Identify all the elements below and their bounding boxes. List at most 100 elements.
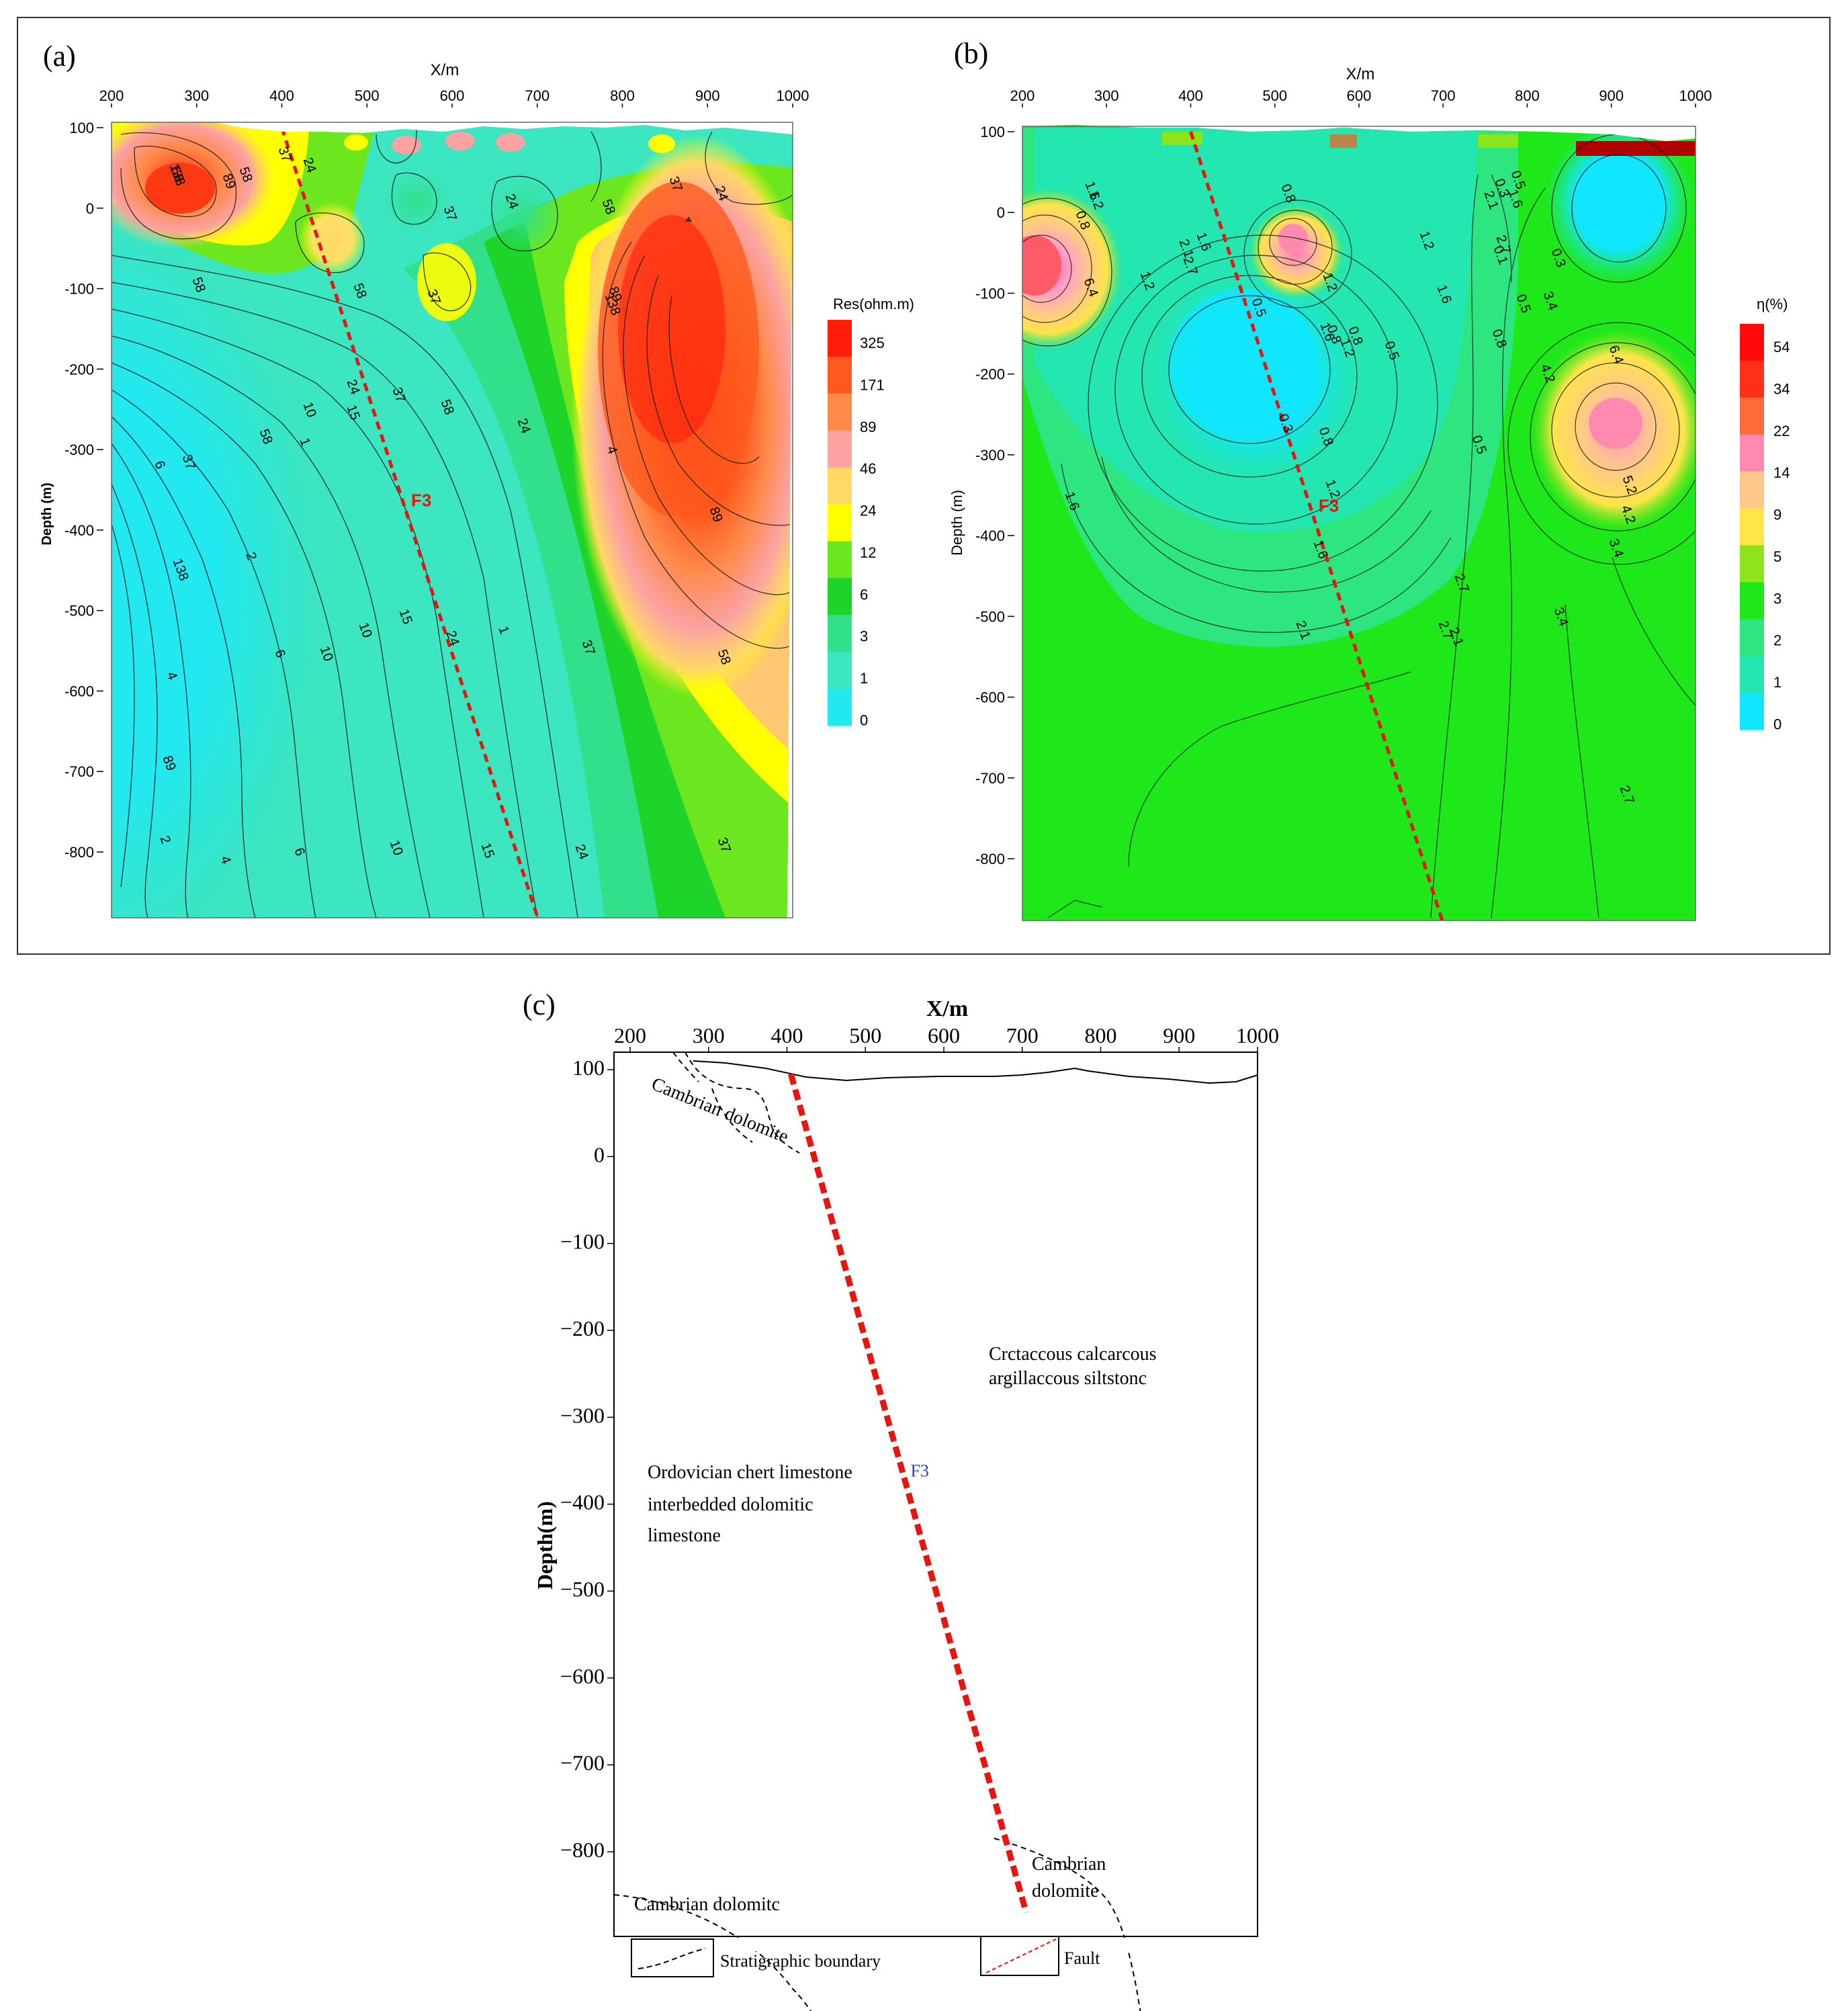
- ytick-label: -800: [64, 844, 94, 861]
- unit-cambrian-br-line1: Cambrian: [1032, 1854, 1106, 1875]
- colorbar-tick-label: 9: [1773, 507, 1781, 523]
- xtick-label: 1000: [777, 87, 809, 104]
- panel-c-xticks: 200 300 400 500 600 700 800 900 1000: [614, 1023, 1279, 1052]
- xtick-label: 500: [355, 87, 380, 104]
- unit-label-ordovician: Ordovician chert limestone interbedded d…: [648, 1462, 852, 1546]
- xtick-label: 1000: [1236, 1023, 1279, 1047]
- colorbar-tick-label: 1: [1773, 674, 1781, 691]
- ytick-label: 0: [997, 204, 1005, 221]
- xtick-label: 500: [1262, 87, 1287, 104]
- panel-a-yticks: 100 0 -100 -200 -300 -400 -500 -600 -700 -800: [64, 120, 103, 861]
- colorbar-swatch: [828, 615, 852, 652]
- panel-c-plot-border: [613, 1052, 1258, 1937]
- xtick-label: 700: [1431, 87, 1456, 104]
- colorbar-tick-label: 89: [860, 419, 876, 435]
- panel-b-colorbar-title: η(%): [1757, 296, 1788, 312]
- ytick-label: −600: [560, 1664, 605, 1688]
- colorbar-swatch: [828, 356, 852, 394]
- xtick-label: 300: [1094, 87, 1119, 104]
- unit-ordovician-line1: Ordovician chert limestone: [648, 1462, 852, 1483]
- ytick-label: -200: [975, 366, 1005, 383]
- legend-item-fault: Fault: [980, 1936, 1100, 1976]
- ytick-label: -700: [975, 770, 1005, 787]
- colorbar-tick-label: 24: [860, 503, 876, 519]
- colorbar-tick-label: 325: [860, 335, 885, 351]
- unit-cretaceous-line1: Crctaccous calcarcous: [989, 1344, 1157, 1365]
- ytick-label: -400: [64, 522, 94, 539]
- colorbar-swatch: [828, 393, 852, 431]
- ytick-label: −500: [560, 1577, 605, 1601]
- panel-a-label: (a): [43, 40, 76, 73]
- colorbar-tick-label: 54: [1773, 339, 1790, 355]
- unit-ordovician-line2: interbedded dolomitic: [648, 1494, 813, 1515]
- panel-b: (b) X/m 200 300 400 500 600 700 800 900 1000 100…: [949, 37, 1790, 921]
- colorbar-tick-label: 0: [1773, 716, 1781, 732]
- ytick-label: 100: [69, 120, 94, 136]
- panel-c-boundaries: [613, 1052, 1141, 2011]
- legend: Stratigraphic boundary Fault: [631, 1936, 1100, 1977]
- xtick-label: 900: [1599, 87, 1624, 104]
- xtick-label: 900: [695, 87, 720, 104]
- ytick-label: -100: [975, 285, 1005, 302]
- panel-a-plot-border: [111, 122, 793, 918]
- xtick-label: 800: [610, 87, 635, 104]
- colorbar-swatch: [828, 467, 852, 505]
- panel-c: (c) X/m 200 300 400 500 600 700 800 900 1000 100…: [523, 988, 1279, 2011]
- xtick-label: 500: [849, 1023, 881, 1047]
- colorbar-swatch: [828, 652, 852, 689]
- panel-b-field: [1022, 125, 1696, 921]
- colorbar-tick-label: 12: [860, 544, 876, 561]
- colorbar-tick-label: 14: [1773, 464, 1790, 481]
- ytick-label: -500: [64, 603, 94, 619]
- panel-c-yticks: 100 0 −100 −200 −300 −400 −500 −600 −700 −800: [560, 1056, 614, 1862]
- colorbar-tick-label: 46: [860, 460, 876, 477]
- panel-a: (a) X/m 200 300 400 500 600 700 800 900 1000 100…: [40, 40, 914, 918]
- panel-a-xticks: 200 300 400 500 600 700 800 900 1000: [99, 87, 809, 108]
- colorbar-swatch: [1740, 619, 1764, 656]
- xtick-label: 400: [771, 1023, 803, 1047]
- panel-a-fault-label: F3: [411, 490, 431, 510]
- ytick-label: −300: [560, 1403, 605, 1427]
- xtick-label: 300: [184, 87, 209, 104]
- panel-b-fault-label: F3: [1319, 496, 1339, 516]
- ytick-label: −800: [560, 1838, 605, 1862]
- colorbar-tick-label: 0: [860, 712, 868, 728]
- colorbar-swatch: [1740, 508, 1764, 546]
- panel-c-fault: [788, 1073, 1029, 1914]
- colorbar-swatch: [828, 578, 852, 615]
- ytick-label: -600: [975, 689, 1005, 706]
- panel-b-label: (b): [954, 37, 988, 70]
- xtick-label: 800: [1085, 1023, 1117, 1047]
- colorbar-swatch: [1740, 324, 1764, 361]
- unit-cretaceous-line2: argillaccous siltstonc: [989, 1368, 1147, 1389]
- colorbar-swatch: [828, 320, 852, 357]
- panel-b-xlabel: X/m: [1346, 65, 1375, 83]
- xtick-label: 1000: [1679, 87, 1712, 104]
- xtick-label: 700: [1006, 1023, 1039, 1047]
- legend-fault-label: Fault: [1064, 1949, 1100, 1968]
- colorbar-tick-label: 34: [1773, 380, 1790, 397]
- colorbar-swatch: [1740, 360, 1764, 398]
- colorbar-swatch: [1740, 582, 1764, 619]
- xtick-label: 300: [693, 1023, 725, 1047]
- xtick-label: 600: [1347, 87, 1372, 104]
- legend-stratigraphic-label: Stratigraphic boundary: [720, 1951, 881, 1971]
- panel-a-fault: [280, 127, 539, 917]
- xtick-label: 600: [928, 1023, 960, 1047]
- ytick-label: -300: [975, 447, 1005, 464]
- colorbar-tick-label: 2: [1773, 632, 1781, 649]
- panel-a-colorbar: [828, 320, 852, 726]
- panel-b-xticks: 200 300 400 500 600 700 800 900 1000: [1010, 87, 1712, 108]
- ytick-label: -200: [64, 361, 94, 378]
- xtick-label: 700: [525, 87, 549, 104]
- unit-ordovician-line3: limestone: [648, 1525, 721, 1546]
- panel-c-fault-label: F3: [910, 1461, 928, 1481]
- unit-label-cretaceous: Crctaccous calcarcous argillaccous silts…: [989, 1344, 1157, 1389]
- colorbar-tick-label: 5: [1773, 548, 1781, 565]
- panel-c-ylabel: Depth(m): [533, 1501, 557, 1590]
- ytick-label: −200: [560, 1316, 605, 1340]
- unit-cambrian-br-line2: dolomite: [1032, 1881, 1099, 1901]
- panel-b-colorbar: [1740, 324, 1764, 730]
- colorbar-tick-label: 171: [860, 376, 885, 393]
